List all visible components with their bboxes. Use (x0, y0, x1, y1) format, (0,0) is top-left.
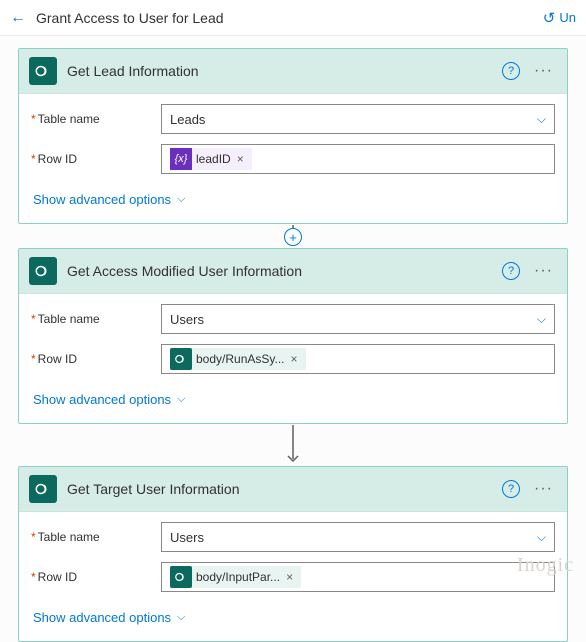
table-name-value: Users (170, 530, 204, 545)
chevron-down-icon: ⌵ (177, 393, 185, 406)
token-remove-icon[interactable]: × (235, 152, 246, 166)
action-title: Get Lead Information (67, 63, 492, 79)
table-name-dropdown[interactable]: Users ⌵ (161, 304, 555, 334)
field-label-table: *Table name (31, 112, 151, 126)
action-title: Get Target User Information (67, 481, 492, 497)
action-card: Get Lead Information ? ··· *Table name L… (18, 48, 568, 224)
table-name-dropdown[interactable]: Leads ⌵ (161, 104, 555, 134)
table-name-dropdown[interactable]: Users ⌵ (161, 522, 555, 552)
top-bar: ← Grant Access to User for Lead ↺ Un (0, 0, 586, 36)
field-label-rowid: *Row ID (31, 352, 151, 366)
field-label-rowid: *Row ID (31, 152, 151, 166)
table-name-value: Leads (170, 112, 205, 127)
help-icon[interactable]: ? (502, 262, 520, 280)
field-label-table: *Table name (31, 530, 151, 544)
token-text: leadID (196, 152, 231, 166)
expression-token[interactable]: {x} leadID × (170, 148, 252, 170)
chevron-down-icon: ⌵ (177, 611, 185, 624)
show-advanced-link[interactable]: Show advanced options ⌵ (31, 384, 555, 419)
flow-title: Grant Access to User for Lead (36, 10, 224, 26)
token-text: body/RunAsSy... (196, 352, 285, 366)
undo-button[interactable]: ↺ Un (543, 9, 576, 27)
field-label-table: *Table name (31, 312, 151, 326)
field-label-rowid: *Row ID (31, 570, 151, 584)
action-title: Get Access Modified User Information (67, 263, 492, 279)
token-text: body/InputPar... (196, 570, 280, 584)
chevron-down-icon: ⌵ (537, 112, 546, 127)
add-step-button[interactable]: + (284, 228, 302, 246)
dataverse-icon (170, 348, 192, 370)
table-name-value: Users (170, 312, 204, 327)
action-card: Get Target User Information ? ··· *Table… (18, 466, 568, 642)
more-icon[interactable]: ··· (530, 480, 557, 498)
dynamic-content-token[interactable]: body/RunAsSy... × (170, 348, 306, 370)
dataverse-icon (29, 57, 57, 85)
more-icon[interactable]: ··· (530, 62, 557, 80)
chevron-down-icon: ⌵ (537, 530, 546, 545)
dataverse-icon (29, 475, 57, 503)
canvas: Get Lead Information ? ··· *Table name L… (0, 36, 586, 642)
dataverse-icon (29, 257, 57, 285)
dynamic-content-token[interactable]: body/InputPar... × (170, 566, 301, 588)
connector (18, 424, 568, 466)
help-icon[interactable]: ? (502, 62, 520, 80)
chevron-down-icon: ⌵ (537, 312, 546, 327)
undo-icon: ↺ (543, 9, 556, 27)
action-header[interactable]: Get Lead Information ? ··· (19, 49, 567, 94)
arrow-down-icon (286, 425, 300, 465)
show-advanced-link[interactable]: Show advanced options ⌵ (31, 602, 555, 637)
token-remove-icon[interactable]: × (284, 570, 295, 584)
more-icon[interactable]: ··· (530, 262, 557, 280)
chevron-down-icon: ⌵ (177, 193, 185, 206)
row-id-input[interactable]: body/RunAsSy... × (161, 344, 555, 374)
back-arrow-icon[interactable]: ← (10, 9, 26, 27)
help-icon[interactable]: ? (502, 480, 520, 498)
fx-icon: {x} (170, 148, 192, 170)
token-remove-icon[interactable]: × (289, 352, 300, 366)
show-advanced-link[interactable]: Show advanced options ⌵ (31, 184, 555, 219)
action-card: Get Access Modified User Information ? ·… (18, 248, 568, 424)
action-header[interactable]: Get Target User Information ? ··· (19, 467, 567, 512)
dataverse-icon (170, 566, 192, 588)
undo-label: Un (559, 10, 576, 25)
row-id-input[interactable]: body/InputPar... × (161, 562, 555, 592)
connector: + (18, 224, 568, 248)
row-id-input[interactable]: {x} leadID × (161, 144, 555, 174)
action-header[interactable]: Get Access Modified User Information ? ·… (19, 249, 567, 294)
